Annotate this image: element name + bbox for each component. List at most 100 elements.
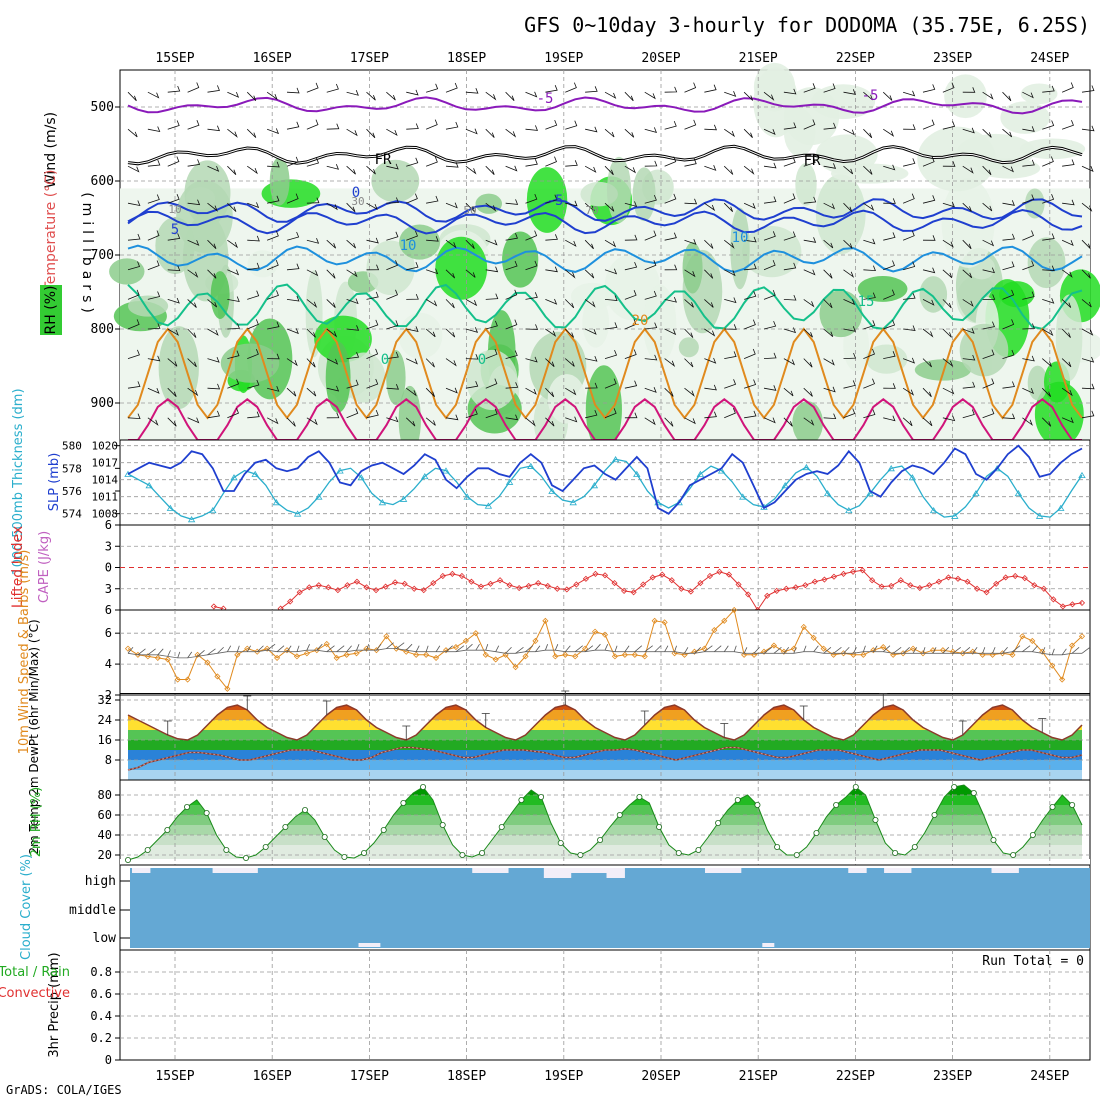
wind-barb — [147, 355, 161, 362]
wind-barb — [982, 294, 996, 300]
wind-barb — [267, 321, 280, 330]
wind-speed-marker — [721, 617, 728, 624]
wind-speed-marker — [512, 664, 519, 671]
wind-barb-tick — [1061, 648, 1067, 656]
cloud-high-bar — [570, 868, 581, 873]
wind-barb — [306, 238, 320, 244]
wind-barb — [525, 193, 538, 204]
wind-barb — [267, 195, 280, 204]
precip-tick-label: 0.6 — [90, 987, 112, 1001]
thickness-marker — [357, 474, 365, 481]
lifted-tick-label: 6 — [105, 518, 112, 532]
top-date-label: 15SEP — [155, 51, 194, 66]
wind-barb — [664, 296, 677, 303]
rh-blob — [386, 350, 406, 406]
wind-barb — [1022, 260, 1035, 271]
wind-barb-tick — [485, 644, 489, 651]
lifted-index-marker — [945, 574, 952, 581]
bottom-date-label: 18SEP — [447, 1069, 486, 1084]
wind-barb — [883, 383, 896, 389]
wind-barb — [167, 417, 177, 427]
wind-barb — [664, 193, 677, 204]
wind-barb — [1042, 297, 1055, 304]
precip-tick-label: 0 — [105, 1053, 112, 1067]
wind-barb — [445, 387, 458, 394]
wind-barb — [465, 239, 475, 249]
wind-barb — [167, 233, 181, 241]
wind-barb — [823, 299, 833, 309]
wind-barb — [962, 354, 976, 361]
wind-barb — [624, 412, 638, 419]
wind-barb — [127, 91, 137, 102]
temp-max-whisker — [163, 720, 172, 735]
precip-legend-total: Total / Rain — [0, 965, 70, 980]
thickness-marker — [866, 489, 874, 497]
lifted-index-marker — [458, 572, 465, 580]
wind-speed-marker — [462, 637, 469, 644]
wind-speed-marker — [1068, 642, 1076, 649]
thickness-marker — [802, 463, 811, 471]
lifted-ticks: 6 3 0 3 6 — [105, 518, 120, 617]
rh2m-marker — [734, 797, 741, 804]
rh-tick-label: 80 — [98, 788, 112, 802]
rh-label-box — [40, 285, 62, 335]
wind-speed-marker — [572, 653, 579, 660]
wind-speed-marker — [432, 654, 440, 661]
wind-barb-tick — [554, 644, 559, 651]
wind-barb-tick — [574, 645, 583, 653]
wind-barb-tick — [197, 650, 205, 657]
wind-barb — [1061, 299, 1072, 308]
rh-blob-upper — [944, 74, 987, 119]
tick-label: 900 — [91, 396, 114, 411]
wind-barb — [664, 264, 678, 271]
thickness-marker — [293, 510, 302, 517]
wind-barb — [485, 378, 498, 389]
wind-barb — [545, 298, 558, 305]
wind-barb — [425, 417, 436, 426]
wind-barb — [227, 91, 240, 98]
bottom-date-label: 23SEP — [933, 1069, 972, 1084]
lifted-index-marker — [973, 585, 981, 592]
wind-speed-marker — [929, 647, 937, 654]
rh2m-marker — [892, 850, 899, 857]
isotherm-label: 5 — [171, 222, 179, 238]
wind-barb — [823, 269, 833, 279]
wind-speed-marker — [631, 651, 638, 658]
thickness-marker — [484, 502, 493, 509]
wind-barb — [585, 126, 598, 133]
lifted-index-marker — [993, 580, 1000, 587]
wind-speed-marker — [661, 619, 668, 626]
cape-label: CAPE (J/kg) — [37, 531, 52, 603]
wind-barb — [306, 417, 318, 426]
wind-barb — [525, 230, 538, 241]
wind-barb — [823, 386, 836, 393]
wind-barb — [286, 156, 299, 167]
wind-barb — [803, 157, 816, 167]
lifted-grid — [120, 525, 1090, 610]
wind-barb-tick — [882, 645, 891, 653]
thickness-marker — [887, 465, 895, 472]
wind-speed-marker — [423, 651, 430, 658]
wind-barb — [823, 239, 834, 249]
wind-barb — [564, 299, 575, 309]
wind-speed-marker — [214, 673, 221, 680]
wind-barb-tick — [1022, 645, 1031, 653]
wind-barb — [624, 128, 635, 138]
wind-speed-marker — [1078, 633, 1086, 640]
wind-barb — [942, 299, 952, 309]
cloud-high-bar — [490, 868, 500, 873]
rh-blob — [547, 374, 586, 424]
rh-blob — [585, 365, 622, 453]
wind-barb-tick — [594, 643, 601, 651]
isotherm-15 — [127, 283, 1083, 330]
wind-barb — [545, 156, 557, 167]
temp-max-whisker — [243, 695, 252, 710]
wind-barb — [147, 291, 161, 300]
wind-barb — [962, 299, 974, 307]
wind-barb — [207, 125, 221, 132]
lifted-index-marker — [1078, 599, 1086, 606]
rh2m-panel: 20 40 60 80 2m RH (%) — [29, 779, 1091, 866]
isotherm-label: 10 — [400, 238, 417, 254]
lifted-index-marker — [430, 580, 437, 587]
temp2m-line — [127, 704, 1083, 741]
